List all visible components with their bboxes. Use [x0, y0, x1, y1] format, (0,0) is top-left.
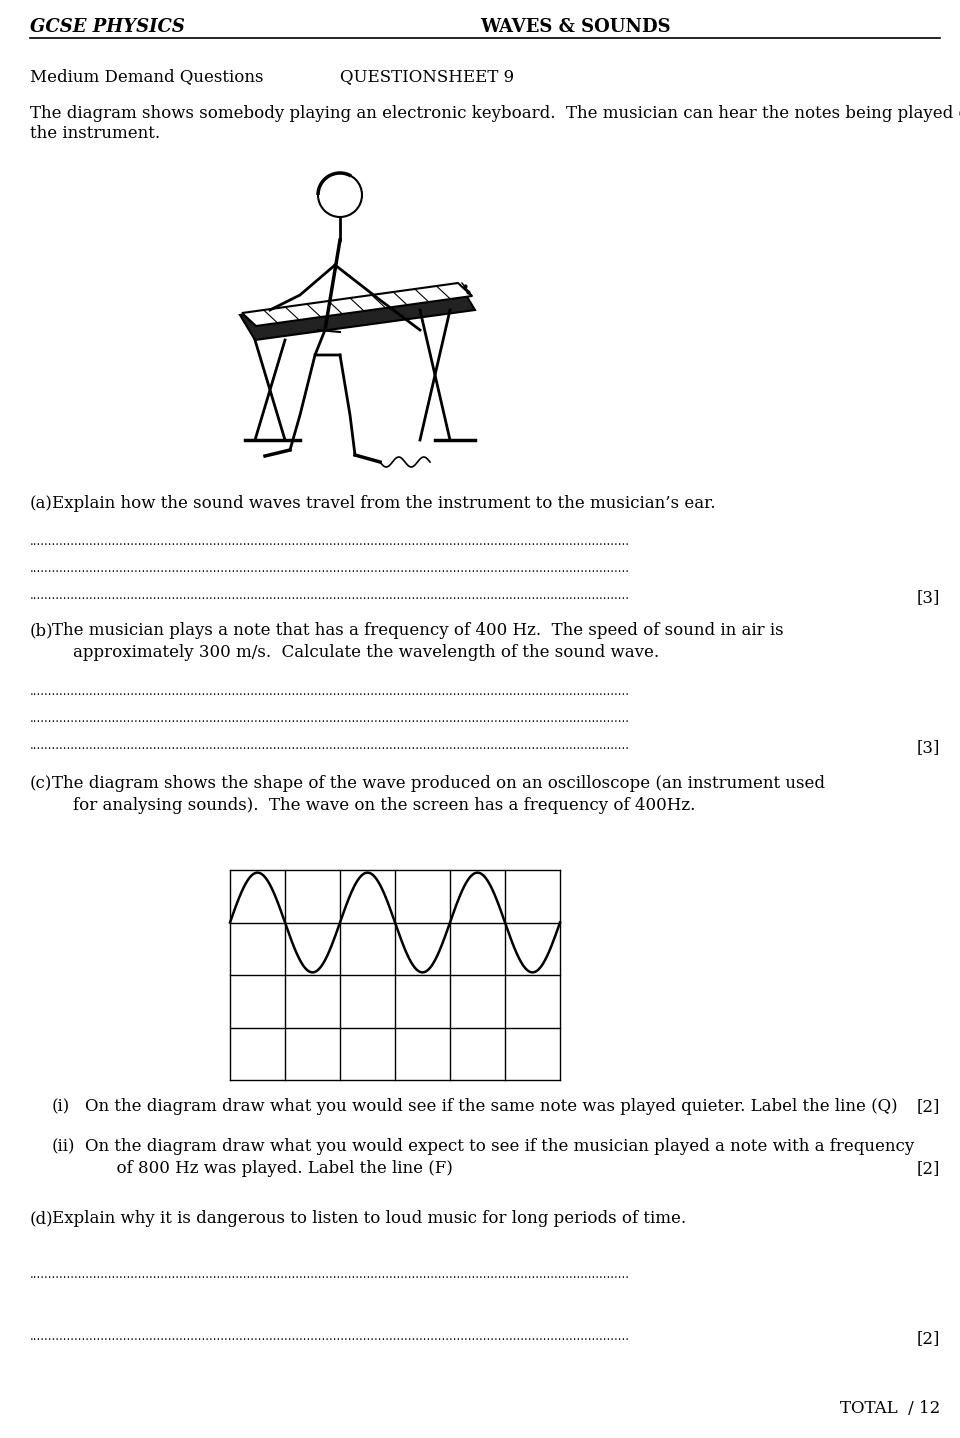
Text: ................................................................................: ........................................… [30, 1268, 630, 1281]
Text: ................................................................................: ........................................… [30, 562, 630, 575]
Text: Explain how the sound waves travel from the instrument to the musician’s ear.: Explain how the sound waves travel from … [52, 495, 715, 512]
Text: On the diagram draw what you would expect to see if the musician played a note w: On the diagram draw what you would expec… [85, 1137, 914, 1155]
Text: The diagram shows somebody playing an electronic keyboard.  The musician can hea: The diagram shows somebody playing an el… [30, 105, 960, 122]
Text: (ii): (ii) [52, 1137, 76, 1155]
Text: The musician plays a note that has a frequency of 400 Hz.  The speed of sound in: The musician plays a note that has a fre… [52, 623, 783, 638]
Text: [2]: [2] [917, 1099, 940, 1114]
Text: [2]: [2] [917, 1160, 940, 1176]
Text: On the diagram draw what you would see if the same note was played quieter. Labe: On the diagram draw what you would see i… [85, 1099, 898, 1114]
Text: GCSE PHYSICS: GCSE PHYSICS [30, 19, 185, 36]
Text: The diagram shows the shape of the wave produced on an oscilloscope (an instrume: The diagram shows the shape of the wave … [52, 775, 825, 792]
Text: [2]: [2] [917, 1330, 940, 1347]
Text: ................................................................................: ........................................… [30, 590, 630, 603]
Text: (d): (d) [30, 1209, 54, 1227]
Text: (a): (a) [30, 495, 53, 512]
Text: (i): (i) [52, 1099, 70, 1114]
Text: for analysing sounds).  The wave on the screen has a frequency of 400Hz.: for analysing sounds). The wave on the s… [52, 797, 695, 814]
Polygon shape [242, 283, 472, 326]
Text: of 800 Hz was played. Label the line (F): of 800 Hz was played. Label the line (F) [85, 1160, 453, 1176]
Text: Explain why it is dangerous to listen to loud music for long periods of time.: Explain why it is dangerous to listen to… [52, 1209, 686, 1227]
Polygon shape [240, 285, 475, 339]
Text: [3]: [3] [917, 590, 940, 605]
Text: (b): (b) [30, 623, 54, 638]
Text: approximately 300 m/s.  Calculate the wavelength of the sound wave.: approximately 300 m/s. Calculate the wav… [52, 644, 660, 661]
Text: Medium Demand Questions: Medium Demand Questions [30, 68, 263, 85]
Text: ................................................................................: ........................................… [30, 712, 630, 725]
Text: WAVES & SOUNDS: WAVES & SOUNDS [480, 19, 671, 36]
Text: (c): (c) [30, 775, 53, 792]
Text: TOTAL  / 12: TOTAL / 12 [840, 1401, 940, 1416]
Text: ................................................................................: ........................................… [30, 684, 630, 697]
Text: ................................................................................: ........................................… [30, 739, 630, 752]
Text: [3]: [3] [917, 739, 940, 756]
Text: ................................................................................: ........................................… [30, 1330, 630, 1343]
Text: QUESTIONSHEET 9: QUESTIONSHEET 9 [340, 68, 515, 85]
Text: the instrument.: the instrument. [30, 125, 160, 142]
Text: ................................................................................: ........................................… [30, 535, 630, 548]
